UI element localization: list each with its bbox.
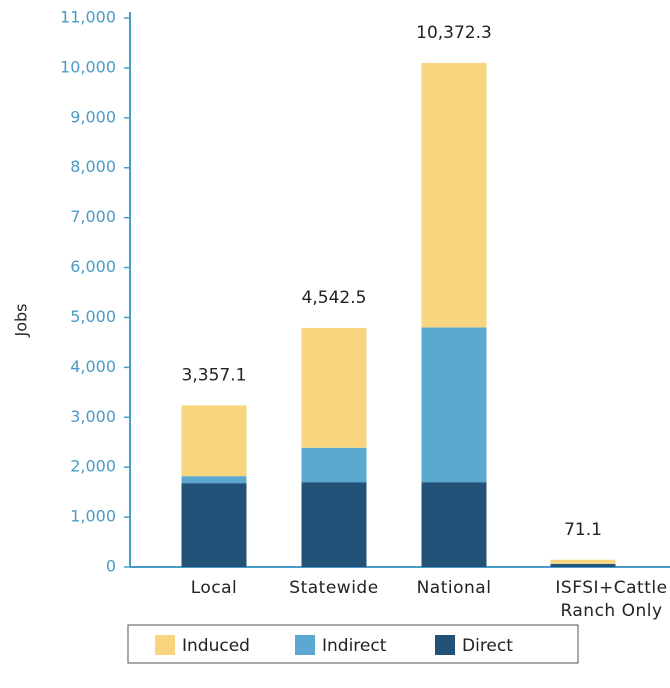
legend-label: Direct <box>462 636 513 656</box>
total-label: 3,357.1 <box>182 365 247 385</box>
bar-segment <box>421 482 487 567</box>
y-tick-label: 7,000 <box>70 207 116 226</box>
y-tick-label: 8,000 <box>70 157 116 176</box>
y-tick-label: 3,000 <box>70 407 116 426</box>
y-tick-label: 11,000 <box>60 8 116 27</box>
y-tick-label: 5,000 <box>70 307 116 326</box>
total-label: 4,542.5 <box>302 288 367 308</box>
y-tick-label: 9,000 <box>70 107 116 126</box>
total-label: 71.1 <box>564 520 602 540</box>
bar-segment <box>550 559 616 564</box>
bar-segment <box>301 447 367 483</box>
legend-label: Indirect <box>322 636 387 656</box>
x-tick-label: Statewide <box>289 578 379 598</box>
legend-box <box>127 624 579 664</box>
y-tick-label: 4,000 <box>70 357 116 376</box>
bar-segment <box>421 327 487 483</box>
y-axis-label: Jobs <box>12 304 31 338</box>
x-tick-label: National <box>416 578 492 598</box>
y-tick-label: 6,000 <box>70 257 116 276</box>
bar-segment <box>421 62 487 328</box>
bar-segment <box>301 482 367 567</box>
x-tick-label: ISFSI+Cattle Ranch Only <box>555 578 668 621</box>
bar-segment <box>301 327 367 448</box>
bar-segment <box>181 476 247 484</box>
total-label: 10,372.3 <box>416 23 492 43</box>
legend-label: Induced <box>182 636 250 656</box>
y-tick-label: 10,000 <box>60 57 116 76</box>
legend-swatch <box>435 635 455 655</box>
x-tick-label: Local <box>190 578 238 598</box>
y-tick-label: 1,000 <box>70 507 116 526</box>
legend-swatch <box>295 635 315 655</box>
bar-segment <box>181 405 247 477</box>
bar-segment <box>181 483 247 567</box>
y-tick-label: 2,000 <box>70 457 116 476</box>
bar-segment <box>550 564 616 567</box>
legend-swatch <box>155 635 175 655</box>
y-tick-label: 0 <box>106 557 116 576</box>
